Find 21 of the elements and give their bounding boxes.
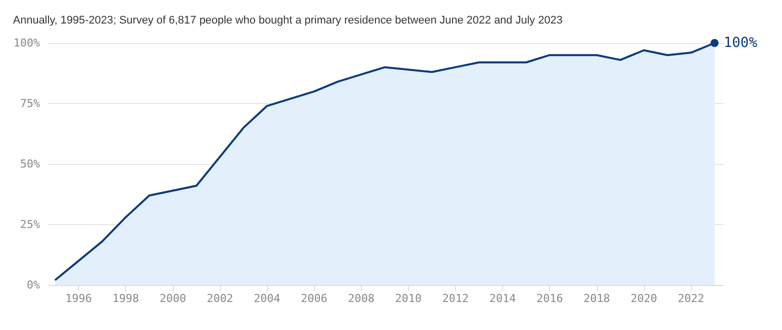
x-tick-label: 2020: [630, 292, 658, 305]
y-tick-label: 0%: [26, 278, 40, 292]
x-tick-label: 2002: [206, 292, 234, 305]
y-tick-label: 50%: [20, 158, 40, 170]
x-tick-label: 2022: [678, 292, 704, 305]
x-tick-label: 2014: [489, 292, 516, 305]
data-label: 100%: [724, 35, 758, 51]
y-tick-label: 100%: [14, 36, 40, 50]
x-tick-label: 2012: [442, 292, 469, 305]
x-tick-label: 2010: [395, 292, 422, 305]
x-tick-label: 1998: [112, 292, 139, 305]
x-tick-label: 2016: [536, 292, 563, 305]
y-tick-label: 75%: [20, 97, 40, 110]
x-tick-label: 2008: [348, 292, 375, 305]
chart-title: Annually, 1995-2023; Survey of 6,817 people who bought a primary residence between June 2022 and July 2023: [13, 14, 563, 26]
x-tick-label: 1996: [65, 292, 92, 305]
y-tick-label: 25%: [20, 218, 40, 231]
x-tick-label: 2006: [300, 292, 328, 305]
x-tick-label: 2000: [160, 292, 186, 305]
x-tick-label: 2004: [254, 292, 281, 305]
x-tick-label: 2018: [584, 292, 610, 305]
